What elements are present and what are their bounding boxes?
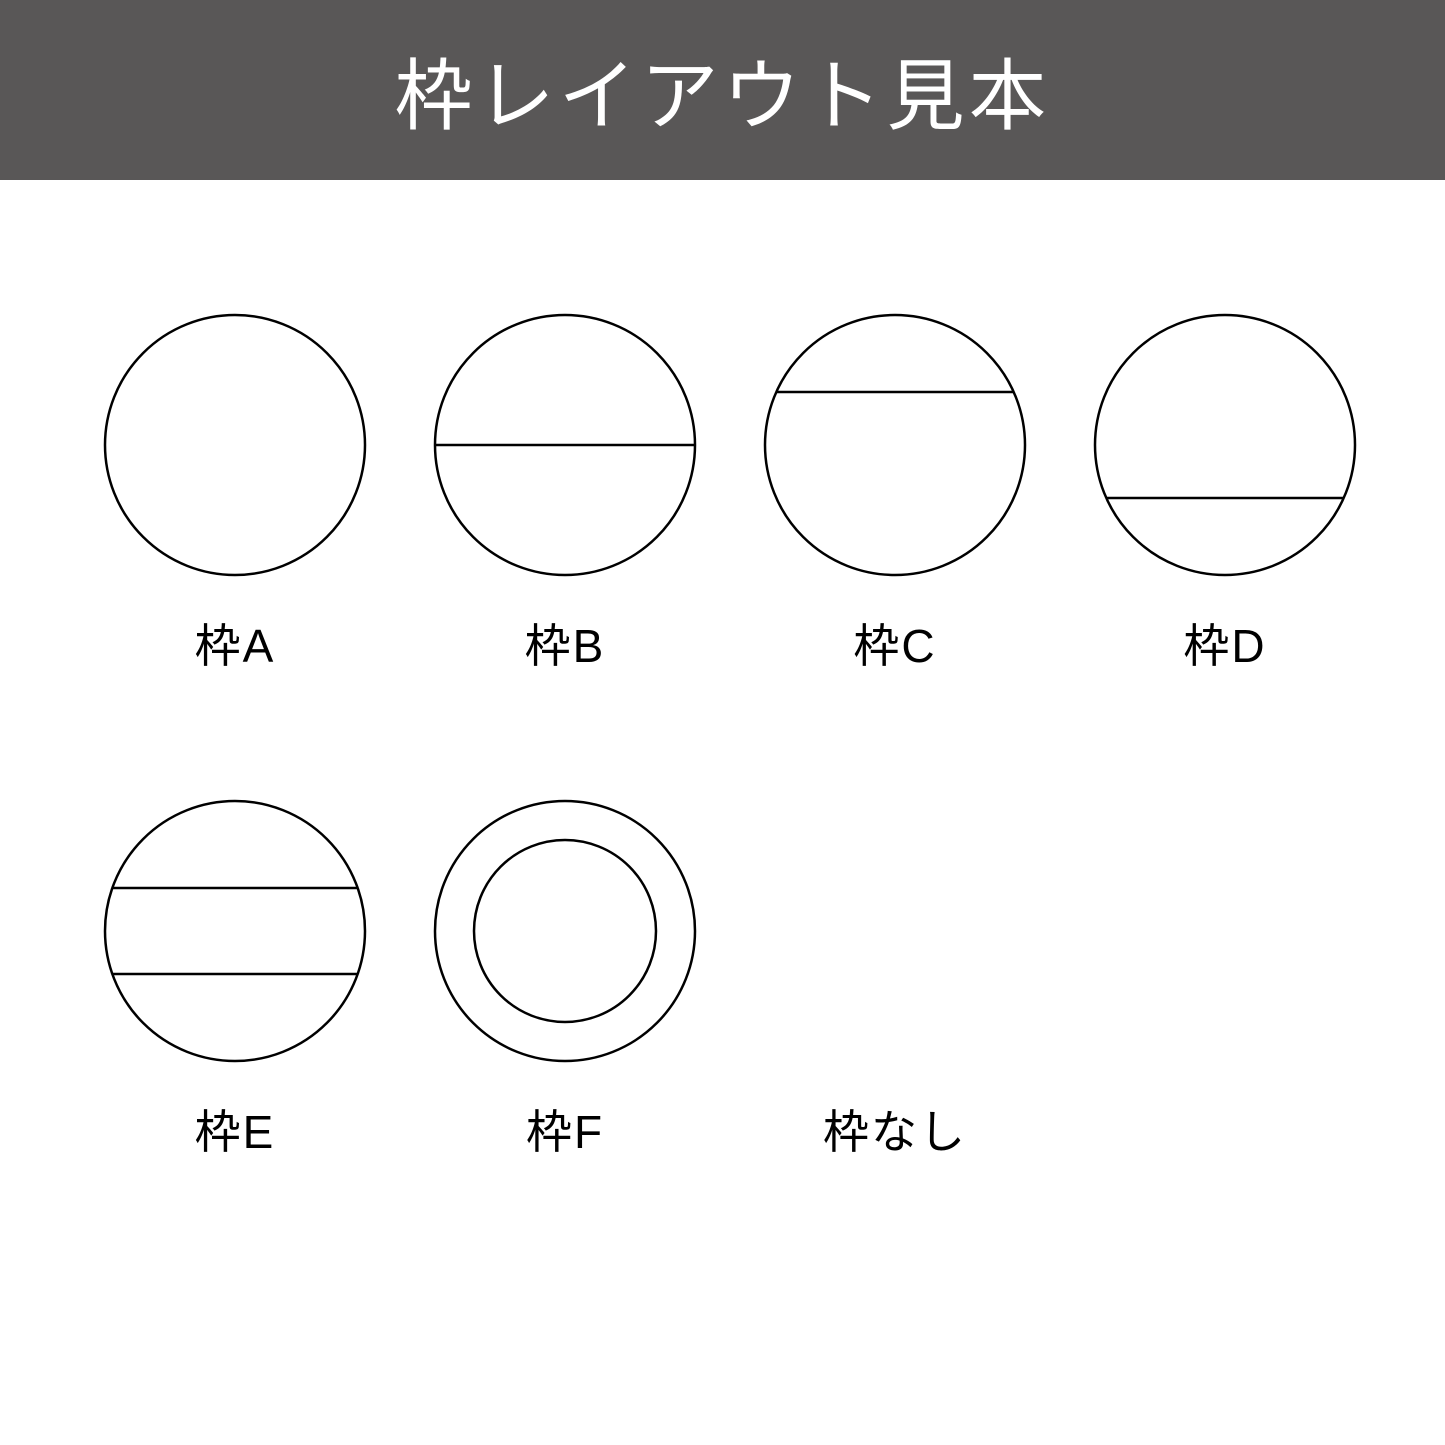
frame-e-icon <box>100 796 370 1066</box>
frame-e-label: 枠E <box>195 1096 276 1162</box>
cell-frame-b: 枠B <box>430 310 700 676</box>
frame-b-icon <box>430 310 700 580</box>
frame-d-icon <box>1090 310 1360 580</box>
frame-c-icon <box>760 310 1030 580</box>
cell-frame-f: 枠F <box>430 796 700 1162</box>
header-title: 枠レイアウト見本 <box>394 34 1050 146</box>
frame-b-label: 枠B <box>525 610 606 676</box>
cell-frame-a: 枠A <box>100 310 370 676</box>
header-bar: 枠レイアウト見本 <box>0 0 1445 180</box>
cell-frame-none: 枠なし <box>760 796 1030 1162</box>
frame-a-icon <box>100 310 370 580</box>
diagram-content: 枠A 枠B 枠C <box>0 180 1445 1162</box>
frame-none-placeholder <box>760 796 1030 1066</box>
frame-none-label: 枠なし <box>823 1096 967 1162</box>
frame-d-label: 枠D <box>1183 610 1266 676</box>
frame-f-icon <box>430 796 700 1066</box>
frame-grid: 枠A 枠B 枠C <box>100 310 1345 1162</box>
cell-frame-e: 枠E <box>100 796 370 1162</box>
frame-a-label: 枠A <box>195 610 276 676</box>
cell-frame-d: 枠D <box>1090 310 1360 676</box>
frame-f-label: 枠F <box>526 1096 604 1162</box>
cell-frame-c: 枠C <box>760 310 1030 676</box>
frame-c-label: 枠C <box>853 610 936 676</box>
